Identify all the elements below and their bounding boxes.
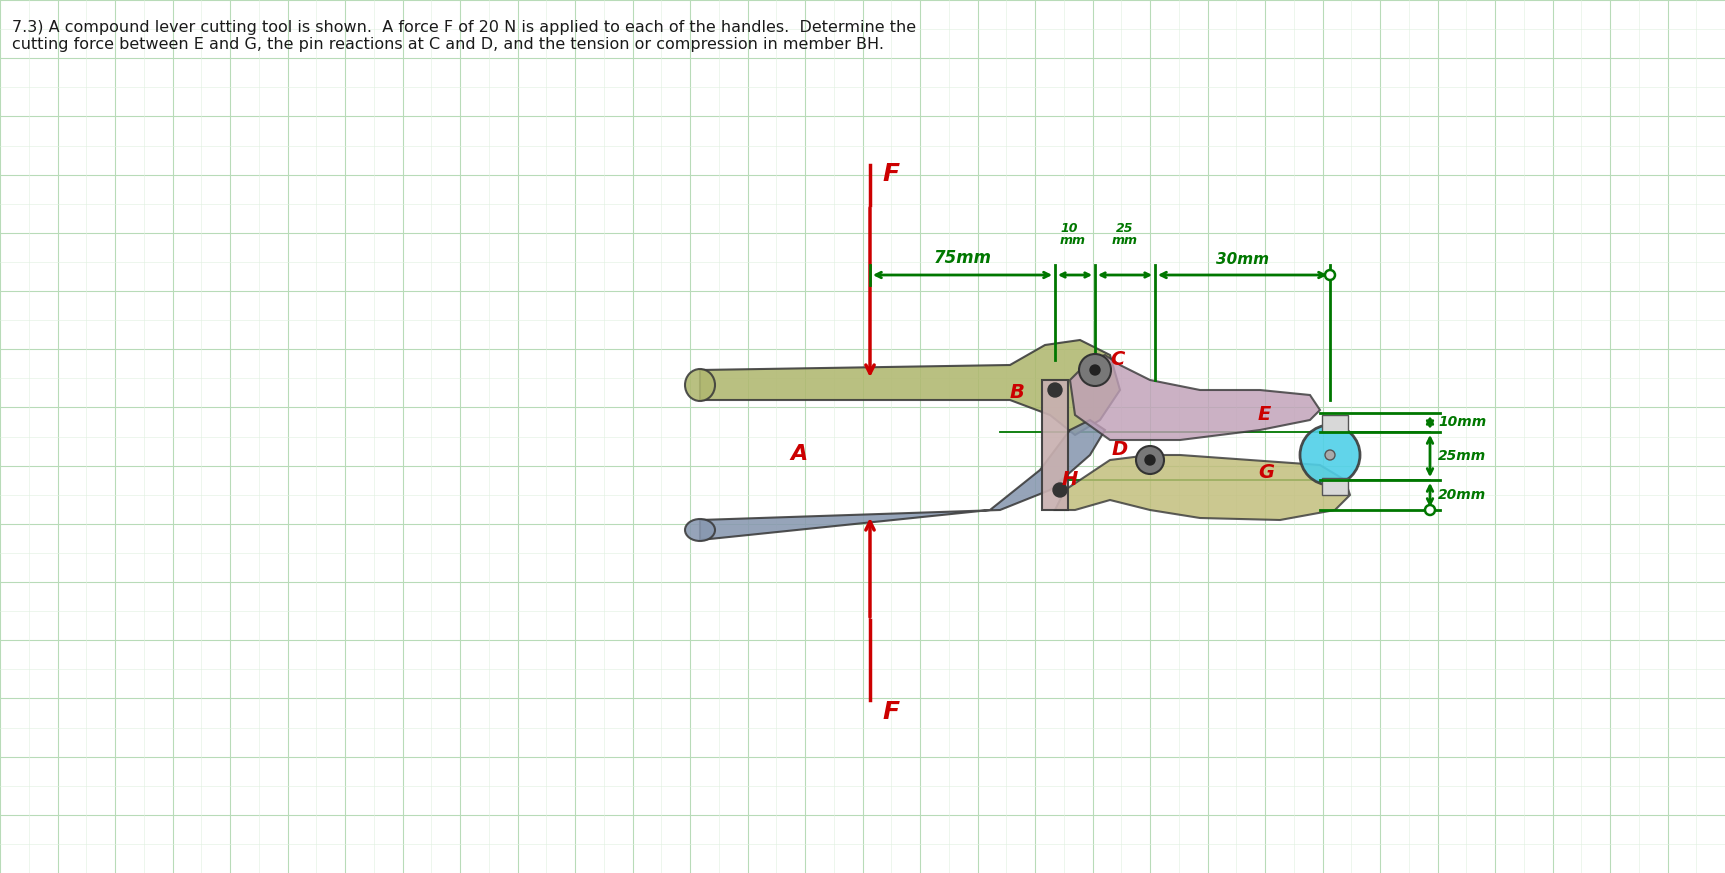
Polygon shape [1070,355,1320,440]
Text: H: H [1063,470,1078,489]
Circle shape [1145,455,1156,465]
Text: D: D [1113,440,1128,459]
Text: 20mm: 20mm [1439,488,1487,502]
Circle shape [1301,425,1359,485]
Text: B: B [1011,383,1025,402]
Text: 7.3) A compound lever cutting tool is shown.  A force F of 20 N is applied to ea: 7.3) A compound lever cutting tool is sh… [12,20,916,52]
Circle shape [1325,270,1335,280]
Text: 75mm: 75mm [933,249,992,267]
Text: G: G [1258,463,1275,482]
Text: A: A [790,444,807,464]
Circle shape [1052,483,1068,497]
Text: 25mm: 25mm [1439,449,1487,463]
Ellipse shape [685,519,714,541]
Polygon shape [1042,380,1068,510]
Circle shape [1080,354,1111,386]
Circle shape [1090,365,1101,375]
Text: 30mm: 30mm [1216,252,1270,267]
Text: F: F [881,162,899,186]
Polygon shape [1321,478,1347,495]
Circle shape [1425,505,1435,515]
Polygon shape [700,420,1106,540]
Circle shape [1137,446,1164,474]
Text: 10
mm: 10 mm [1059,222,1087,247]
Text: C: C [1109,350,1125,369]
Circle shape [1325,450,1335,460]
Text: 10mm: 10mm [1439,416,1487,430]
Text: E: E [1258,405,1271,424]
Text: 25
mm: 25 mm [1113,222,1138,247]
Text: F: F [881,700,899,724]
Circle shape [1049,383,1063,397]
Ellipse shape [685,369,714,401]
Polygon shape [1056,455,1351,520]
Polygon shape [700,340,1120,435]
Polygon shape [1321,415,1347,432]
